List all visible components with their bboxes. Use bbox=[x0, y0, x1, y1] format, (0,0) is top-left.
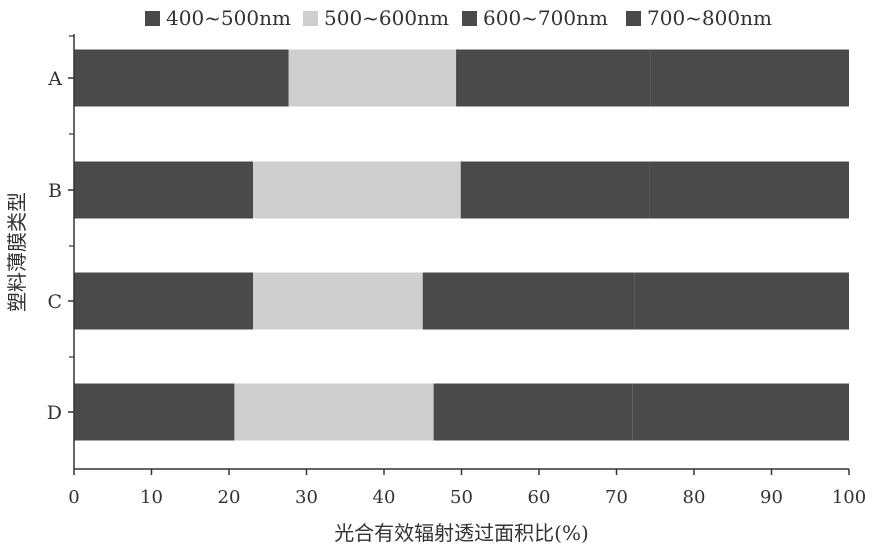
bar-C-700~800nm bbox=[634, 272, 849, 330]
x-tick-label: 30 bbox=[295, 487, 318, 508]
bar-B-600~700nm bbox=[460, 161, 650, 219]
legend-swatch bbox=[145, 11, 160, 26]
y-tick-label: C bbox=[47, 291, 62, 313]
bar-A-600~700nm bbox=[456, 49, 651, 107]
bars bbox=[74, 49, 849, 441]
y-tick-label: D bbox=[47, 402, 62, 424]
bar-B-500~600nm bbox=[253, 161, 461, 219]
y-ticks: A B C D bbox=[47, 35, 74, 424]
y-tick-label: B bbox=[48, 180, 62, 202]
y-tick-label: A bbox=[47, 68, 62, 90]
x-tick-label: 90 bbox=[760, 487, 783, 508]
y-axis-title: 塑料薄膜类型 bbox=[5, 192, 29, 312]
legend-swatch bbox=[462, 11, 477, 26]
x-tick-label: 10 bbox=[140, 487, 163, 508]
bar-D-500~600nm bbox=[234, 383, 434, 441]
bar-D-600~700nm bbox=[433, 383, 633, 441]
bar-C-600~700nm bbox=[422, 272, 635, 330]
bar-D-400~500nm bbox=[74, 383, 235, 441]
legend-label: 400~500nm bbox=[166, 6, 291, 30]
bar-A-500~600nm bbox=[288, 49, 457, 107]
legend-swatch bbox=[626, 11, 641, 26]
x-axis-title: 光合有效辐射透过面积比(%) bbox=[334, 521, 589, 545]
legend-swatch bbox=[303, 11, 318, 26]
x-tick-label: 70 bbox=[605, 487, 628, 508]
bar-C-400~500nm bbox=[74, 272, 254, 330]
x-tick-label: 60 bbox=[528, 487, 551, 508]
x-tick-label: 40 bbox=[373, 487, 396, 508]
x-tick-label: 20 bbox=[218, 487, 241, 508]
bar-B-700~800nm bbox=[649, 161, 849, 219]
x-tick-label: 100 bbox=[832, 487, 866, 508]
bar-D-700~800nm bbox=[632, 383, 849, 441]
x-tick-label: 80 bbox=[683, 487, 706, 508]
x-ticks: 0 10 20 30 40 50 60 70 80 90 100 bbox=[68, 469, 866, 508]
bar-C-500~600nm bbox=[253, 272, 423, 330]
legend-label: 600~700nm bbox=[483, 6, 608, 30]
legend-label: 500~600nm bbox=[324, 6, 449, 30]
legend: 400~500nm 500~600nm 600~700nm 700~800nm bbox=[145, 6, 772, 30]
x-tick-label: 0 bbox=[68, 487, 79, 508]
bar-B-400~500nm bbox=[74, 161, 254, 219]
bar-A-400~500nm bbox=[74, 49, 289, 107]
x-tick-label: 50 bbox=[450, 487, 473, 508]
bar-A-700~800nm bbox=[650, 49, 849, 107]
legend-label: 700~800nm bbox=[647, 6, 772, 30]
